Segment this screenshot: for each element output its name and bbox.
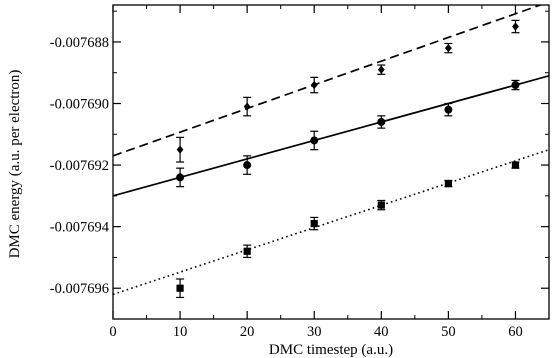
data-point-diamond: [176, 145, 184, 154]
x-tick-label: 30: [307, 324, 322, 340]
data-point-square: [444, 179, 452, 188]
x-tick-label: 50: [441, 324, 456, 340]
fit-line-diamond: [113, 5, 543, 157]
data-point-square: [310, 219, 318, 228]
y-tick-label: -0.007696: [50, 281, 109, 297]
y-tick-label: -0.007690: [50, 97, 109, 113]
y-axis-label: DMC energy (a.u. per electron): [7, 70, 23, 259]
x-tick-label: 10: [173, 324, 188, 340]
data-point-diamond: [377, 65, 385, 74]
fit-line-circle: [113, 74, 549, 197]
plot-frame: [112, 4, 550, 320]
data-point-circle: [310, 136, 319, 145]
data-point-diamond: [310, 80, 318, 90]
data-point-square: [176, 284, 184, 292]
x-tick-label: 60: [508, 324, 523, 340]
data-markers: [176, 22, 520, 292]
data-point-circle: [176, 173, 185, 182]
data-point-diamond: [444, 43, 452, 53]
data-point-circle: [511, 81, 520, 90]
fit-lines: [113, 5, 549, 296]
x-axis-label: DMC timestep (a.u.): [269, 342, 393, 358]
data-point-circle: [444, 105, 453, 114]
y-tick-label: -0.007692: [50, 158, 109, 174]
data-point-circle: [377, 117, 386, 126]
y-tick-label: -0.007688: [50, 35, 109, 51]
data-point-square: [377, 201, 385, 209]
data-point-square: [511, 161, 520, 169]
x-tick-label: 0: [109, 324, 116, 340]
data-point-diamond: [512, 22, 519, 31]
x-axis-ticks: 0 10 20 30 40 50 60: [109, 5, 523, 340]
data-point-diamond: [243, 102, 251, 111]
x-tick-label: 40: [374, 324, 389, 340]
fit-line-square: [113, 148, 549, 296]
y-axis-ticks: -0.007688 -0.007690 -0.007692 -0.007694 -0.0…: [50, 10, 549, 320]
data-point-circle: [243, 161, 252, 170]
y-tick-label: -0.007694: [50, 220, 110, 236]
x-tick-label: 20: [240, 324, 255, 340]
data-point-square: [243, 247, 251, 255]
